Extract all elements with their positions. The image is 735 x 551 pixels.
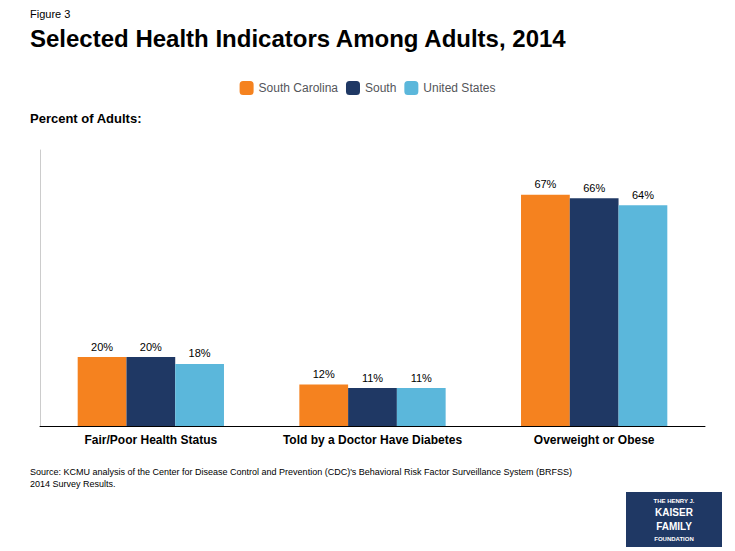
svg-text:THE HENRY J.: THE HENRY J. xyxy=(653,498,694,504)
svg-text:18%: 18% xyxy=(189,347,211,359)
svg-text:11%: 11% xyxy=(411,372,432,384)
svg-text:11%: 11% xyxy=(362,372,383,384)
svg-text:Told by a Doctor Have Diabetes: Told by a Doctor Have Diabetes xyxy=(283,433,462,447)
svg-text:Selected Health Indicators Amo: Selected Health Indicators Among Adults,… xyxy=(30,25,566,52)
svg-text:South Carolina: South Carolina xyxy=(259,81,339,95)
svg-text:64%: 64% xyxy=(632,189,654,201)
svg-text:66%: 66% xyxy=(583,182,605,194)
svg-text:FOUNDATION: FOUNDATION xyxy=(654,536,694,542)
svg-text:Overweight or Obese: Overweight or Obese xyxy=(534,433,655,447)
svg-text:KAISER: KAISER xyxy=(655,507,694,518)
svg-text:Fair/Poor Health Status: Fair/Poor Health Status xyxy=(84,433,217,447)
svg-text:South: South xyxy=(365,81,396,95)
svg-text:Percent of Adults:: Percent of Adults: xyxy=(30,111,141,126)
svg-text:United States: United States xyxy=(423,81,495,95)
svg-text:Figure 3: Figure 3 xyxy=(30,8,70,20)
svg-text:2014 Survey Results.: 2014 Survey Results. xyxy=(30,479,116,489)
svg-text:20%: 20% xyxy=(91,341,113,353)
svg-text:FAMILY: FAMILY xyxy=(656,521,692,532)
svg-text:12%: 12% xyxy=(313,368,335,380)
svg-text:Source: KCMU analysis of the C: Source: KCMU analysis of the Center for … xyxy=(30,467,572,477)
svg-text:67%: 67% xyxy=(534,178,556,190)
svg-text:20%: 20% xyxy=(140,341,162,353)
